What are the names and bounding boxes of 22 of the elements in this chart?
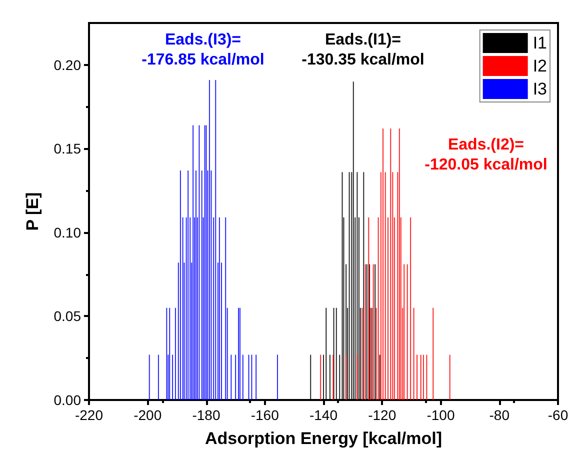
y-tick-label: 0.10	[54, 224, 82, 240]
y-tick-label: 0.20	[54, 56, 82, 73]
x-tick-label: -80	[489, 407, 510, 423]
x-tick-label: -160	[250, 407, 280, 423]
legend-label: I1	[532, 34, 548, 52]
annotation: Eads.(I1)= -130.35 kcal/mol	[302, 32, 424, 68]
x-tick-label: -60	[548, 407, 568, 423]
x-tick-label: -180	[192, 407, 220, 423]
y-tick-label: 0.15	[54, 140, 82, 157]
annotation: Eads.(I2)= -120.05 kcal/mol	[424, 136, 548, 174]
x-tick-label: -140	[309, 407, 338, 423]
y-axis-title: P [E]	[23, 192, 42, 231]
x-tick-label: -220	[74, 407, 104, 423]
x-axis-title: Adsorption Energy [kcal/mol]	[204, 429, 442, 448]
x-tick-label: -120	[368, 407, 396, 423]
legend-label: I2	[532, 56, 548, 76]
annotation: Eads.(I3)= -176.85 kcal/mol	[142, 32, 264, 68]
x-tick-label: -100	[426, 407, 455, 423]
x-tick-label: -200	[134, 407, 162, 423]
y-tick-label: 0.00	[54, 392, 82, 408]
legend-label: I3	[532, 80, 548, 98]
y-tick-label: 0.05	[54, 308, 82, 324]
